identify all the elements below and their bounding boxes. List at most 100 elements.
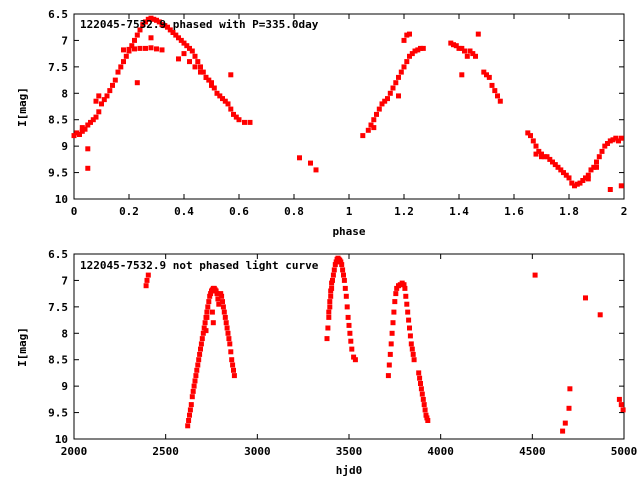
data-point — [198, 341, 204, 347]
unphased-plot-ylabel: I[mag] — [16, 327, 29, 367]
y-tick-label: 8 — [61, 327, 68, 340]
data-point — [208, 291, 214, 297]
data-point — [123, 53, 129, 59]
data-point — [410, 351, 416, 357]
data-point — [528, 133, 533, 139]
unphased-plot-points — [143, 255, 626, 434]
data-point — [220, 299, 225, 305]
phased-plot-panel: 0 0.2 0.4 0.6 0.8 1 1.2 1.4 1.6 1.8 2 6.5 7 7.5 8 8.5 9 9… — [16, 8, 627, 238]
data-point — [404, 301, 410, 307]
y-tick-label: 6.5 — [48, 248, 68, 261]
data-point — [405, 309, 411, 315]
data-point — [550, 159, 555, 165]
data-point — [204, 314, 210, 320]
data-point — [409, 51, 415, 57]
phased-plot-points — [71, 15, 624, 192]
data-point — [184, 43, 190, 49]
data-point — [332, 262, 338, 268]
data-point — [197, 351, 203, 357]
x-tick-label: 0.8 — [284, 205, 304, 218]
data-point — [242, 119, 247, 125]
data-point — [555, 164, 561, 170]
data-point — [187, 412, 192, 418]
data-point — [207, 293, 213, 299]
data-point — [347, 330, 353, 336]
data-point — [415, 47, 421, 53]
data-point — [110, 82, 115, 88]
data-point — [112, 77, 118, 83]
data-point — [459, 72, 465, 78]
data-point — [401, 37, 407, 43]
x-tick-label: 1.8 — [559, 205, 579, 218]
data-point — [218, 291, 224, 297]
data-point — [74, 130, 80, 136]
data-point — [371, 125, 377, 131]
data-point — [594, 164, 599, 170]
data-point — [308, 160, 313, 166]
data-point — [231, 367, 236, 373]
data-point — [209, 309, 215, 315]
data-point — [200, 69, 206, 75]
data-point — [200, 330, 206, 336]
data-point — [386, 362, 392, 368]
data-point — [214, 90, 220, 96]
x-tick-label: 1.4 — [449, 205, 469, 218]
data-point — [159, 47, 165, 53]
data-point — [198, 64, 203, 70]
phased-plot-frame — [73, 13, 625, 200]
data-point — [448, 40, 454, 46]
data-point — [394, 285, 400, 291]
data-point — [148, 15, 154, 21]
data-point — [387, 90, 393, 96]
data-point — [495, 93, 500, 99]
data-point — [591, 164, 597, 170]
data-point — [541, 154, 547, 160]
data-point — [398, 69, 404, 75]
data-point — [552, 162, 558, 168]
data-point — [170, 30, 176, 35]
data-point — [607, 187, 613, 192]
data-point — [403, 293, 409, 299]
data-point — [331, 267, 337, 273]
data-point — [330, 277, 335, 283]
data-point — [566, 175, 572, 181]
data-point — [539, 154, 544, 160]
data-point — [165, 24, 170, 30]
data-point — [368, 122, 374, 128]
y-tick-label: 9 — [61, 140, 68, 153]
data-point — [389, 330, 395, 336]
data-point — [599, 148, 605, 154]
data-point — [324, 336, 330, 342]
unphased-plot-panel: 2000 2500 3000 3500 4000 4500 5000 6.5 7 7.5 8 8.5 9… — [16, 248, 637, 477]
data-point — [618, 183, 624, 189]
data-point — [424, 415, 430, 421]
data-point — [393, 291, 399, 297]
data-point — [342, 285, 348, 291]
data-point — [569, 180, 575, 186]
unphased-plot-ticks: 2000 2500 3000 3500 4000 4500 5000 6.5 7 7.5 8 8.5 9… — [48, 248, 637, 458]
x-tick-label: 3000 — [244, 445, 271, 458]
y-tick-label: 10 — [55, 433, 68, 446]
data-point — [418, 45, 423, 51]
y-tick-label: 7.5 — [48, 61, 68, 74]
data-point — [451, 42, 456, 48]
data-point — [544, 154, 550, 160]
unphased-plot-frame — [73, 253, 625, 440]
data-point — [349, 346, 355, 352]
data-point — [121, 59, 126, 65]
data-point — [407, 333, 413, 339]
data-point — [325, 325, 331, 331]
data-point — [497, 98, 503, 104]
y-tick-label: 6.5 — [48, 8, 68, 21]
data-point — [214, 291, 220, 297]
data-point — [219, 293, 225, 299]
data-point — [134, 32, 140, 38]
y-tick-label: 9.5 — [48, 167, 68, 180]
data-point — [137, 45, 143, 51]
data-point — [176, 56, 181, 62]
data-point — [489, 82, 495, 88]
data-point — [343, 293, 349, 299]
data-point — [144, 277, 150, 283]
data-point — [154, 46, 159, 52]
